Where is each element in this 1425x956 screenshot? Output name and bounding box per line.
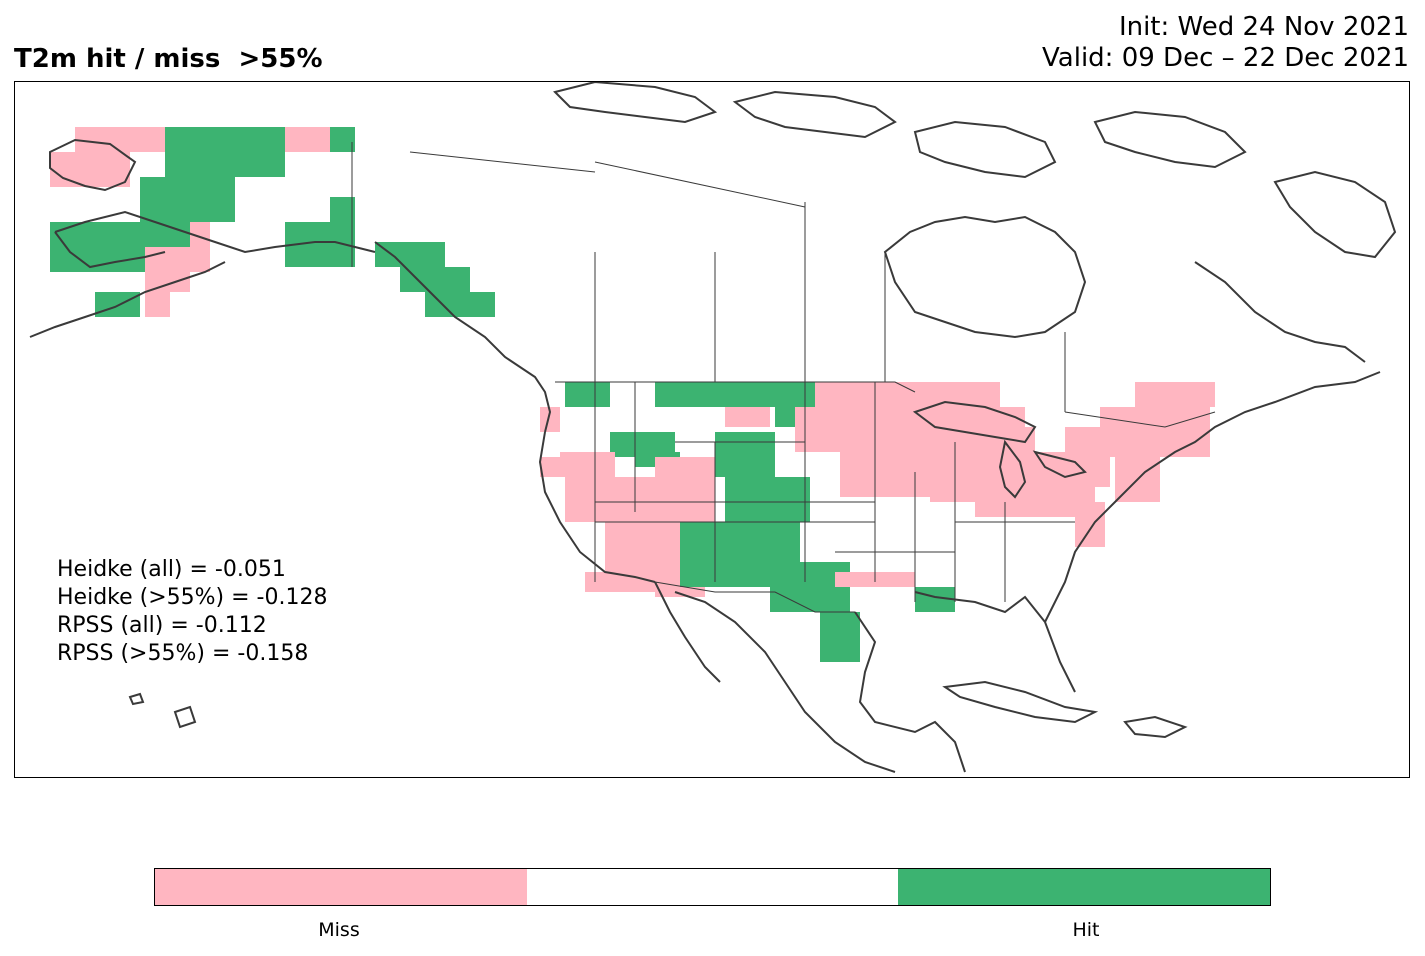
colorbar-hit-segment: [898, 869, 1271, 905]
miss-cell: [540, 457, 560, 477]
colorbar-label-miss: Miss: [318, 919, 360, 941]
hit-cell: [140, 177, 235, 222]
hit-cell: [725, 477, 810, 522]
hit-cell: [165, 127, 285, 177]
miss-cell: [1135, 382, 1215, 407]
hit-cell: [375, 242, 445, 267]
hit-cell: [330, 127, 355, 152]
colorbar-miss-segment: [155, 869, 527, 905]
miss-cell: [565, 477, 665, 522]
miss-cell: [145, 292, 170, 317]
miss-cell: [1075, 502, 1105, 547]
miss-cell: [560, 452, 615, 477]
hit-cell: [565, 382, 610, 407]
miss-cell: [815, 382, 1000, 407]
colorbar-neutral-segment: [526, 869, 899, 905]
miss-cell: [1100, 407, 1210, 457]
miss-cell: [75, 127, 167, 152]
init-date: Init: Wed 24 Nov 2021: [1118, 12, 1409, 42]
map-panel: [14, 81, 1410, 778]
hit-cell: [400, 267, 470, 292]
colorbar-label-hit: Hit: [1072, 919, 1100, 941]
political-borders: [351, 142, 1216, 613]
score-rpss-all: RPSS (all) = -0.112: [57, 613, 267, 638]
score-heidke-all: Heidke (all) = -0.051: [57, 557, 286, 582]
miss-cell: [190, 222, 210, 272]
hit-cell: [785, 382, 820, 407]
miss-cell: [285, 127, 330, 152]
miss-cell: [655, 457, 715, 522]
miss-cell: [540, 407, 560, 432]
hit-cell: [330, 197, 355, 227]
valid-range: Valid: 09 Dec – 22 Dec 2021: [1042, 43, 1409, 73]
hit-cell: [425, 292, 495, 317]
map-title: T2m hit / miss >55%: [14, 44, 323, 74]
miss-cell: [725, 407, 770, 427]
miss-cell: [795, 407, 930, 452]
date-info: Init: Wed 24 Nov 2021 Valid: 09 Dec – 22…: [1042, 12, 1409, 74]
miss-cell: [50, 152, 130, 187]
score-heidke-55: Heidke (>55%) = -0.128: [57, 585, 328, 610]
hit-cell: [95, 292, 140, 317]
score-rpss-55: RPSS (>55%) = -0.158: [57, 641, 309, 666]
map-canvas: [29, 82, 1397, 773]
skill-scores: Heidke (all) = -0.051 Heidke (>55%) = -0…: [57, 556, 327, 668]
miss-cell: [585, 572, 665, 592]
hit-cell: [715, 432, 775, 477]
coastlines: [29, 82, 1397, 773]
hit-cell: [820, 612, 860, 662]
colorbar: [154, 868, 1271, 906]
